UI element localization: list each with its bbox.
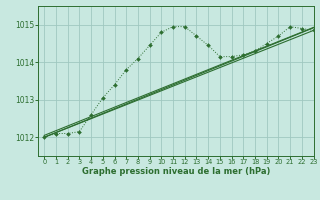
X-axis label: Graphe pression niveau de la mer (hPa): Graphe pression niveau de la mer (hPa) [82, 167, 270, 176]
